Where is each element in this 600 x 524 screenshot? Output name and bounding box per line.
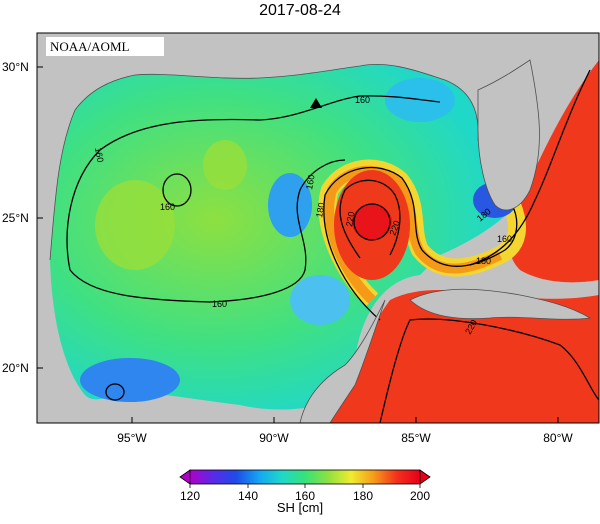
caribbean-water <box>330 290 599 423</box>
colorbar-tick-label: 140 <box>238 489 258 503</box>
lon-label: 95°W <box>117 431 147 445</box>
contour-220-caribbean <box>379 318 599 423</box>
contour-small-south <box>105 383 125 401</box>
warm-eddy-core <box>352 204 392 240</box>
map-title: 2017-08-24 <box>259 2 341 19</box>
colorbar-tick-label: 200 <box>410 489 430 503</box>
loop-current-inner <box>324 165 503 304</box>
lat-label: 20°N <box>2 361 29 375</box>
contour-label: 160 <box>304 174 316 191</box>
lon-label: 80°W <box>543 431 573 445</box>
contour-160-west <box>66 95 441 271</box>
green-core-center <box>203 140 247 190</box>
green-core-west <box>95 180 175 270</box>
yucatan-land <box>299 299 386 423</box>
florida-land <box>477 59 540 211</box>
contour-label: 180 <box>314 202 326 219</box>
contour-label: 180 <box>476 256 491 266</box>
colorbar-tick-label: 180 <box>353 489 373 503</box>
watermark-box <box>46 37 164 56</box>
map-plot-area: 160 160 160 160 180 220 220 160 180 160 … <box>37 33 599 423</box>
colorbar-ticks <box>189 484 421 488</box>
colorbar-title: SH [cm] <box>276 500 324 515</box>
contour-label: 160 <box>355 95 370 105</box>
colorbar-bar <box>189 469 421 485</box>
contour-160-south <box>69 159 346 303</box>
contour-small-west <box>162 173 192 207</box>
lon-label: 85°W <box>401 431 431 445</box>
atlantic-water <box>508 60 599 283</box>
axis-ticks <box>37 66 559 423</box>
contour-label: 220 <box>344 211 356 228</box>
contour-label: 160 <box>160 202 175 212</box>
contour-label: 160 <box>93 147 105 164</box>
lat-label: 30°N <box>2 60 29 74</box>
contour-loop-inner <box>339 179 401 259</box>
contour-label: 160 <box>212 299 227 309</box>
contours <box>66 69 599 423</box>
plot-frame <box>36 32 600 424</box>
contour-label: 220 <box>387 219 402 237</box>
coastline <box>49 63 516 261</box>
contour-eddy-core <box>353 203 391 241</box>
colorbar-tick-label: 160 <box>295 489 315 503</box>
buoy-marker-triangle <box>310 98 322 108</box>
cool-eddy-south <box>290 275 350 325</box>
cuba-land <box>409 288 592 320</box>
gulf-water <box>50 64 520 410</box>
contour-loop-outer <box>323 166 518 321</box>
watermark-text: NOAA/AOML <box>50 39 130 54</box>
lat-label: 25°N <box>2 211 29 225</box>
colorbar: 120 140 160 180 200 <box>179 469 431 503</box>
contour-label-group: 160 160 160 160 180 220 220 160 180 160 … <box>93 95 512 336</box>
colorbar-min-arrow <box>179 469 191 485</box>
colorbar-tick-label: 120 <box>180 489 200 503</box>
lon-label: 90°W <box>259 431 289 445</box>
contour-label: 160 <box>497 234 512 244</box>
cool-patch-campeche <box>80 358 180 402</box>
colorbar-max-arrow <box>419 469 431 485</box>
contour-180-atlantic <box>469 69 591 266</box>
